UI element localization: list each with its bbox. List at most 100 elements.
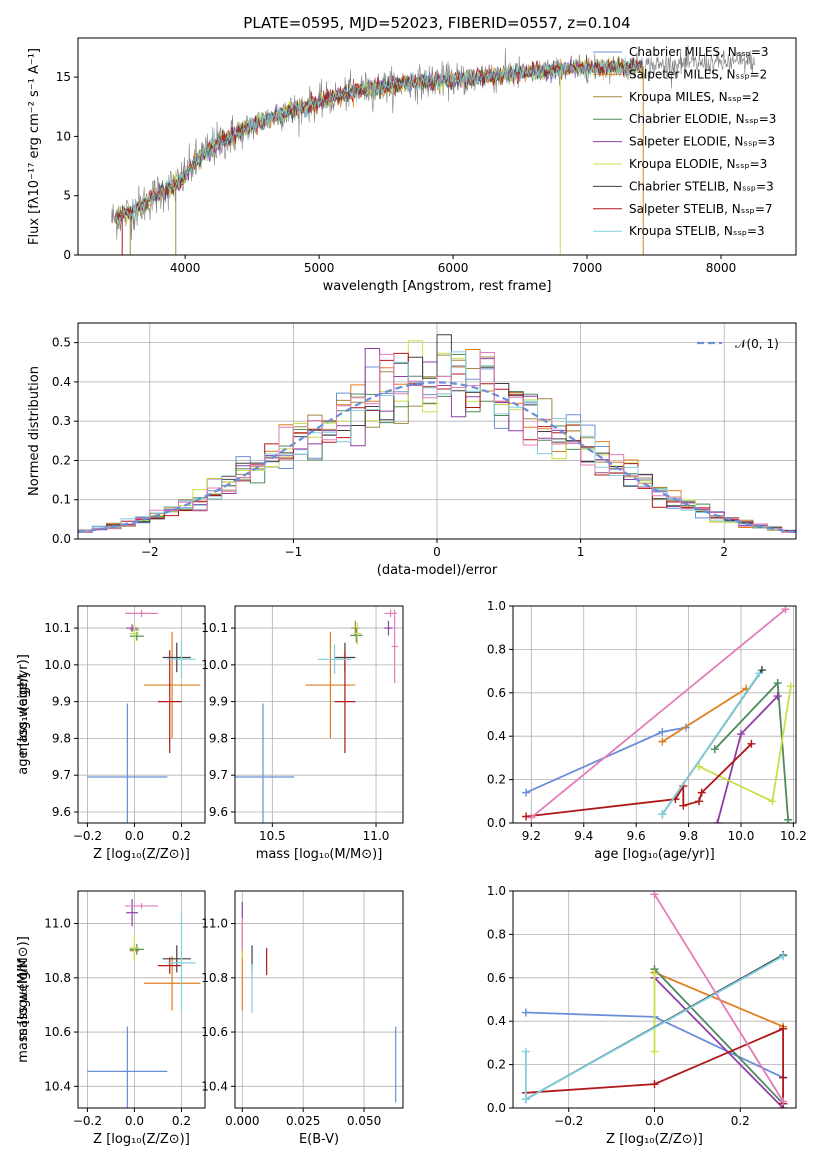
age-vs-metallicity-xlabel: Z [log₁₀(Z/Z⊙)]: [93, 847, 190, 862]
weight-marker: [527, 813, 536, 822]
weight-marker: [679, 801, 688, 810]
weight-marker: [779, 952, 788, 961]
residual-hist-ytick-label: 0.2: [52, 453, 71, 467]
spectrum-xlabel: wavelength [Angstrom, rest frame]: [323, 279, 552, 294]
age-vs-metallicity-ytick-label: 9.7: [52, 768, 71, 782]
legend-entry: Chabrier ELODIE, Nₛₛₚ=3: [629, 112, 776, 126]
spectrum-xtick-label: 4000: [170, 261, 201, 275]
spectrum-frame: [77, 37, 797, 256]
weight-vs-metallicity-xtick-label: 0.0: [645, 1114, 664, 1128]
weight-marker: [521, 1008, 530, 1017]
weight-marker: [747, 739, 756, 748]
residual-hist-xtick-label: 2: [720, 545, 728, 559]
weight-vs-metallicity-ytick-label: 1.0: [487, 884, 506, 898]
spectrum-ytick-label: 10: [56, 129, 71, 143]
age-vs-metallicity-ytick-label: 10.1: [44, 621, 71, 635]
weight-marker: [521, 1047, 530, 1056]
mass-vs-extinction-axes: 0.000 0.025 0.050 10.4 10.6 10.8 11.0 E(B-V): [201, 891, 403, 1147]
mass-vs-extinction-ytick-label: 10.6: [201, 1025, 228, 1039]
age-vs-metallicity-frame: [77, 605, 206, 824]
weight-vs-age-ytick-label: 1.0: [487, 599, 506, 613]
legend-entry: Chabrier MILES, Nₛₛₚ=3: [629, 45, 769, 59]
model-spectrum-line: [115, 57, 644, 224]
residual-hist-ylabel: Normed distribution: [27, 366, 42, 496]
legend-entry: Salpeter STELIB, Nₛₛₚ=7: [629, 202, 773, 216]
age-vs-mass-xlabel: mass [log₁₀(M/M⊙)]: [256, 847, 383, 862]
weight-vs-age-xlabel: age [log₁₀(age/yr)]: [594, 847, 715, 862]
weight-vs-age-series: [522, 606, 795, 823]
weight-marker: [650, 891, 659, 899]
spectrum-ylabel: Flux [fλ10⁻¹⁷ erg cm⁻² s⁻¹ A⁻¹]: [27, 48, 42, 245]
weight-vs-metallicity-ytick-label: 0.6: [487, 971, 506, 985]
residual-hist-xtick-label: 0: [433, 545, 441, 559]
weight-line: [653, 977, 784, 1108]
weight-marker: [779, 1024, 788, 1033]
mass-vs-metallicity-xtick-label: −0.2: [73, 1114, 102, 1128]
weight-marker: [755, 669, 764, 678]
weight-vs-age-ytick-label: 0.0: [487, 816, 506, 830]
residual-hist-ytick-label: 0.0: [52, 532, 71, 546]
legend-entry: Salpeter ELODIE, Nₛₛₚ=3: [629, 135, 775, 149]
age-vs-metallicity-xtick-label: 0.0: [125, 829, 144, 843]
weight-marker: [521, 1095, 530, 1104]
mass-vs-metallicity-points: [87, 899, 201, 1108]
age-vs-metallicity-ylabel: age [log₁₀(age/yr)]: [16, 654, 31, 775]
normal-curve: [78, 381, 796, 534]
weight-vs-age-axes: 9.2 9.4 9.6 9.8 10.0 10.2 0.0 0.2 0.4 0.6 0.8 1.0 ag…: [16, 599, 807, 862]
weight-vs-metallicity-ytick-label: 0.0: [487, 1101, 506, 1115]
weight-vs-age-xtick-label: 9.2: [522, 829, 541, 843]
residual-hist-frame: [77, 322, 797, 540]
residual-hist-xtick-label: −2: [141, 545, 159, 559]
weight-vs-metallicity-axes: −0.2 0.0 0.2 0.0 0.2 0.4 0.6 0.8 1.0 Z [log₁₀(Z/Z…: [16, 884, 796, 1147]
age-vs-metallicity-ytick-label: 9.6: [52, 805, 71, 819]
spectrum-xtick-label: 5000: [304, 261, 335, 275]
residual-hist-xlabel: (data-model)/error: [377, 563, 498, 578]
weight-marker: [768, 797, 777, 806]
spectrum-title: PLATE=0595, MJD=52023, FIBERID=0557, z=0…: [243, 14, 630, 32]
age-vs-metallicity-ytick-label: 9.8: [52, 731, 71, 745]
weight-vs-metallicity-xlabel: Z [log₁₀(Z/Z⊙)]: [606, 1132, 703, 1147]
weight-vs-metallicity-ytick-label: 0.8: [487, 927, 506, 941]
age-vs-mass-frame: [234, 605, 404, 824]
mass-vs-metallicity-ytick-label: 10.6: [44, 1025, 71, 1039]
mass-vs-metallicity-xtick-label: 0.2: [172, 1114, 191, 1128]
spectrum-axes: 4000 5000 6000 7000 8000 0 5 10 15 wavelength [An…: [27, 48, 736, 294]
spectrum-lines: [111, 45, 755, 255]
weight-marker: [779, 1073, 788, 1082]
weight-vs-metallicity-xtick-label: −0.2: [554, 1114, 583, 1128]
weight-marker: [713, 819, 722, 823]
spectrum-xtick-label: 8000: [706, 261, 737, 275]
legend-entry: 𝒩(0, 1): [735, 337, 779, 351]
age-vs-mass-ytick-label: 10.0: [201, 658, 228, 672]
weight-vs-age-xtick-label: 9.8: [679, 829, 698, 843]
age-vs-mass-xtick-label: 11.0: [363, 829, 390, 843]
age-vs-metallicity-axes: −0.2 0.0 0.2 9.6 9.7 9.8 9.9 10.0 10.1 Z [log₁₀(Z…: [16, 606, 205, 862]
weight-vs-age-ylabel: mass weight: [16, 673, 31, 755]
weight-line: [525, 726, 687, 794]
weight-marker: [710, 745, 719, 754]
weight-vs-metallicity-frame: [512, 890, 797, 1109]
histogram-step: [78, 352, 796, 535]
residual-hist-ytick-label: 0.5: [52, 336, 71, 350]
mass-vs-extinction-xtick-label: 0.000: [225, 1114, 259, 1128]
weight-vs-age-xtick-label: 9.6: [627, 829, 646, 843]
weight-line: [525, 743, 753, 818]
age-vs-mass-points: [235, 609, 398, 823]
weight-marker: [786, 682, 795, 691]
weight-vs-age-ytick-label: 0.4: [487, 729, 506, 743]
weight-vs-metallicity-series: [521, 891, 788, 1108]
weight-marker: [650, 1080, 659, 1089]
residual-hist-ytick-label: 0.1: [52, 493, 71, 507]
spectrum-ytick-label: 5: [63, 189, 71, 203]
weight-marker: [658, 727, 667, 736]
weight-vs-age-xtick-label: 9.4: [574, 829, 593, 843]
weight-vs-age-ytick-label: 0.6: [487, 686, 506, 700]
weight-marker: [658, 737, 667, 746]
spectrum-xtick-label: 6000: [438, 261, 469, 275]
weight-marker: [522, 788, 531, 797]
mass-vs-metallicity-frame: [77, 890, 206, 1109]
age-vs-mass-ytick-label: 10.1: [201, 621, 228, 635]
histograms: [78, 334, 796, 536]
weight-line: [661, 687, 747, 743]
